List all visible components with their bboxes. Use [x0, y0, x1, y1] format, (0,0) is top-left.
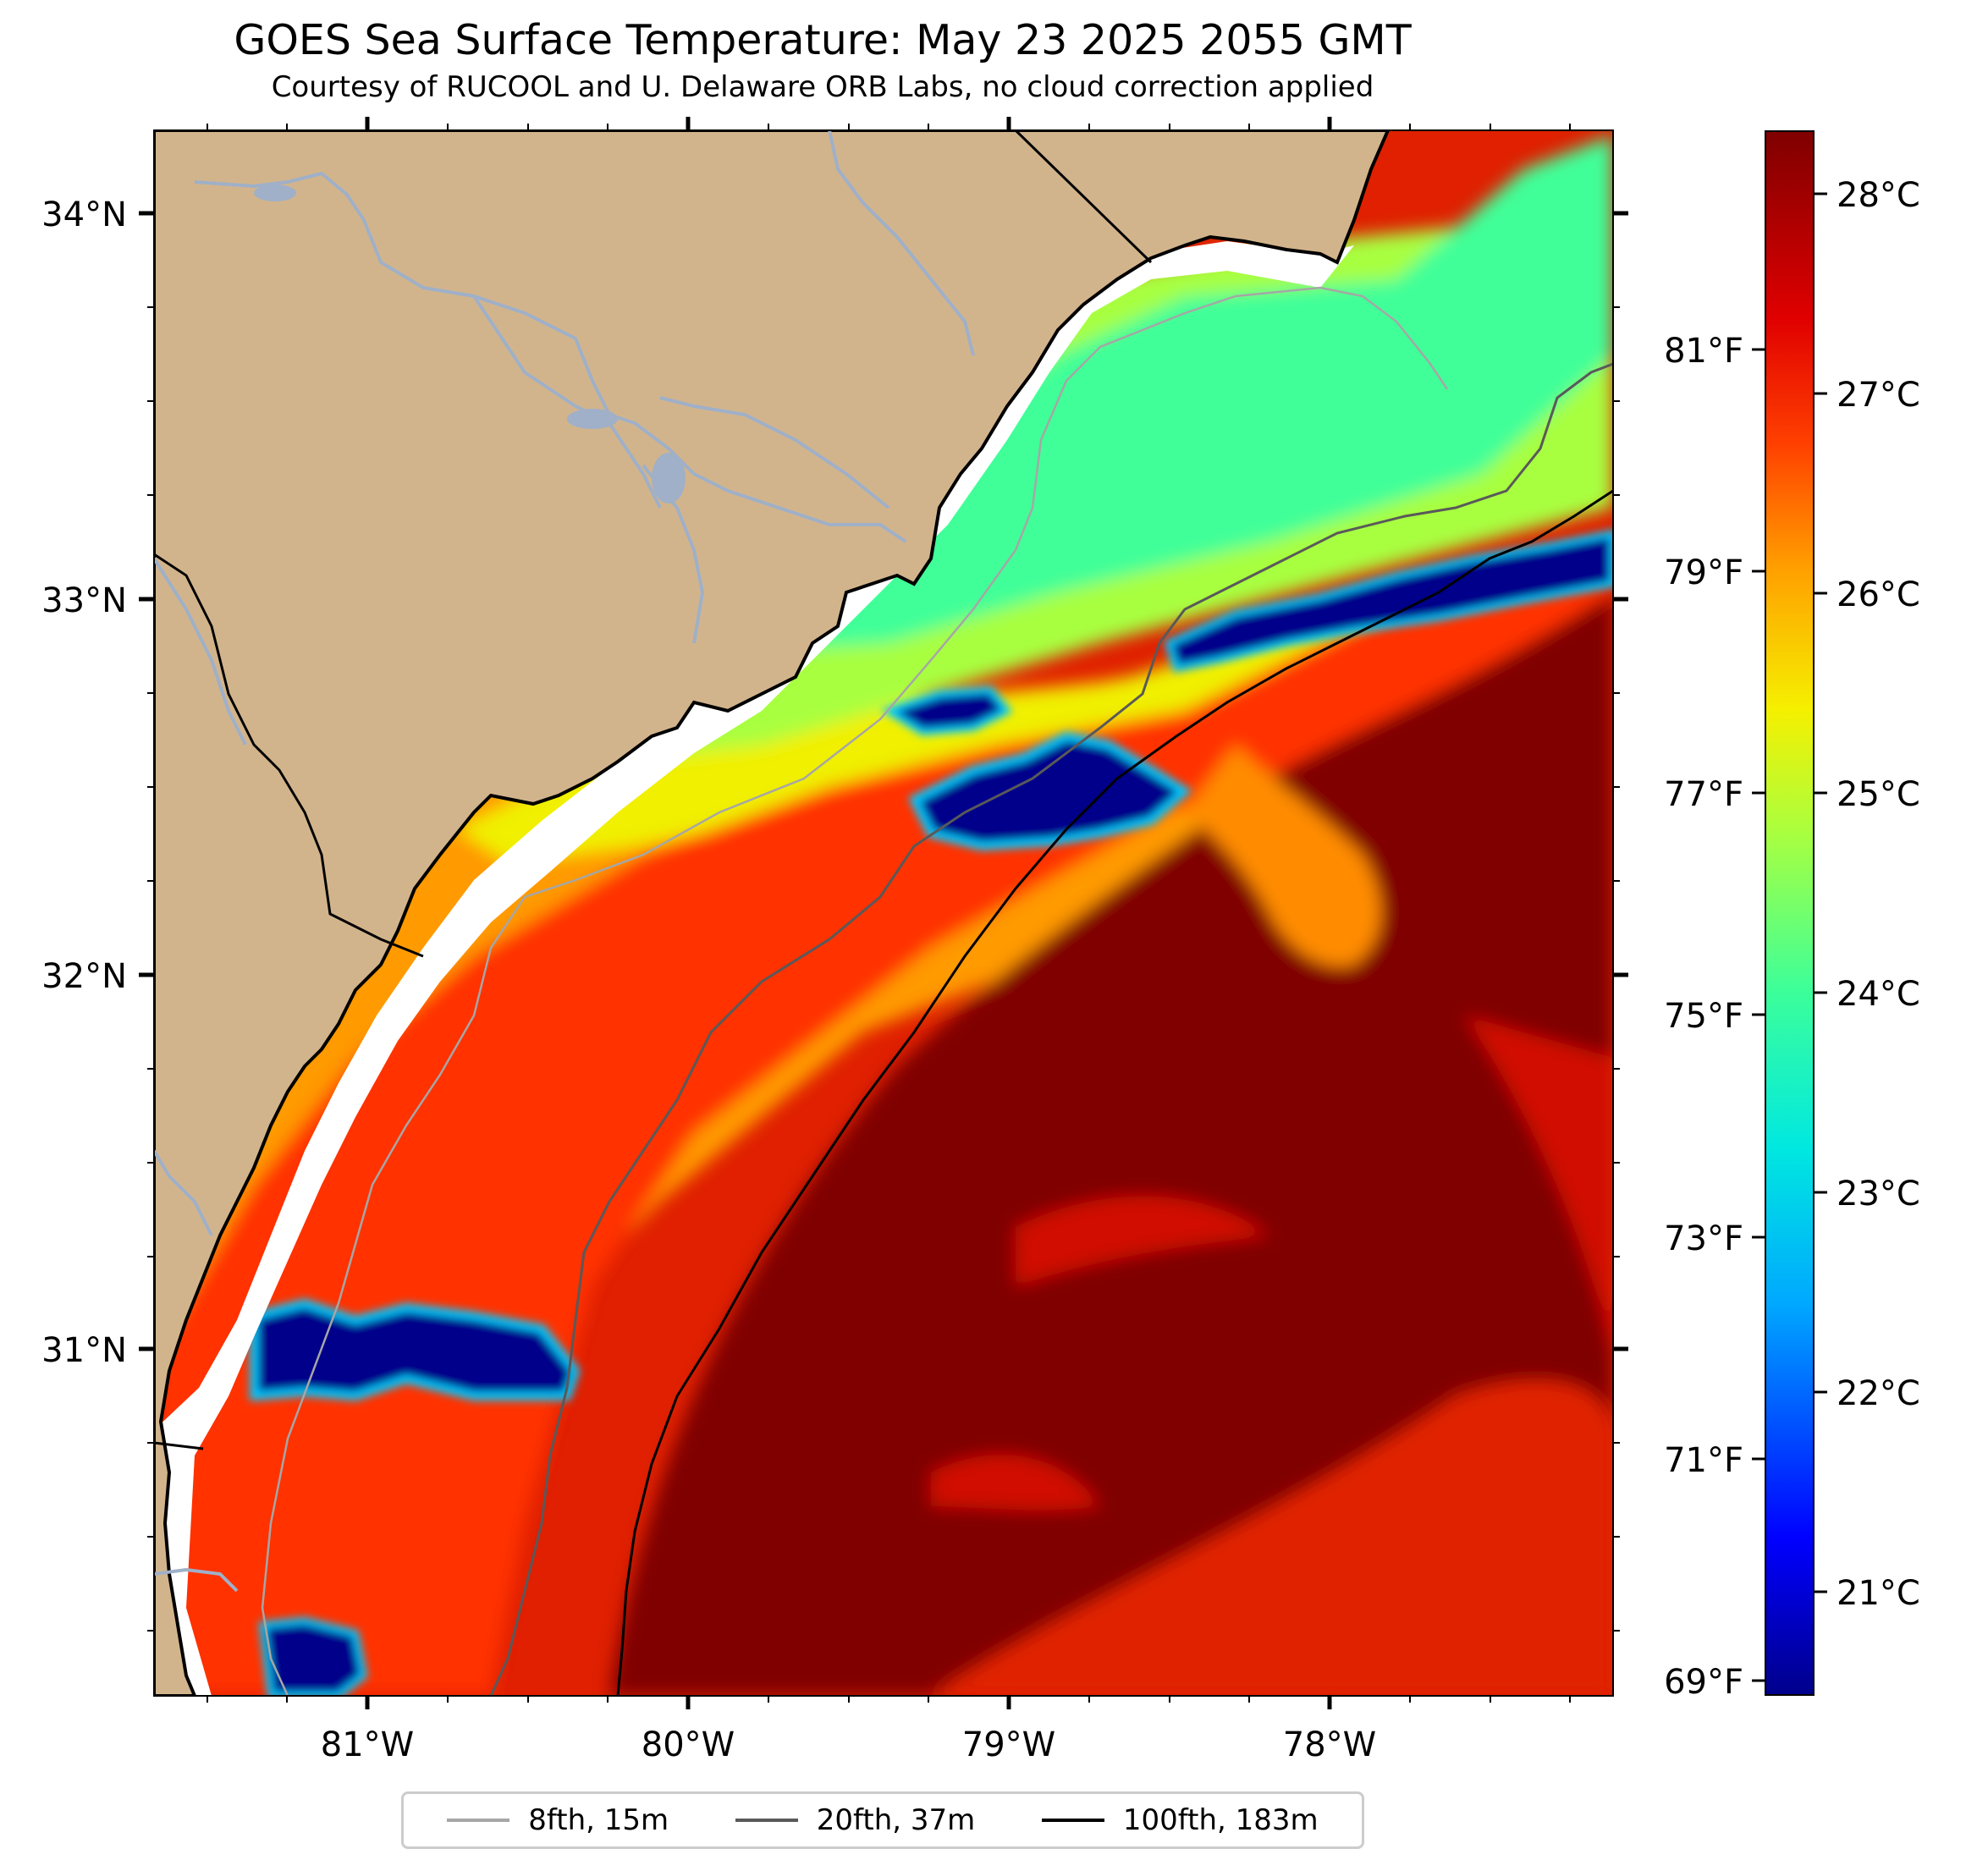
- lake-north: [254, 184, 296, 201]
- warm-filament: [1185, 745, 1381, 966]
- colorbar: [1765, 130, 1815, 1696]
- rivers: [154, 130, 975, 1593]
- celsius-label-26: 26°C: [1837, 575, 1920, 614]
- celsius-ticks: [1814, 192, 1827, 1593]
- lat-label-31n: 31°N: [41, 1331, 127, 1370]
- celsius-label-21: 21°C: [1837, 1574, 1920, 1613]
- fahrenheit-label-71: 71°F: [1664, 1441, 1743, 1480]
- cloud-mask-32-7n: [880, 685, 1013, 736]
- border-sc-ga: [154, 553, 424, 958]
- legend-swatch-20fth: [735, 1819, 798, 1822]
- border-ga-fl: [154, 1441, 204, 1450]
- core-southeast: [931, 1380, 1613, 1696]
- celsius-label-24: 24°C: [1837, 975, 1920, 1014]
- land: [154, 130, 1390, 1696]
- lake-moultrie: [567, 409, 618, 429]
- isobath-8fth: [261, 286, 1449, 1696]
- celsius-label-27: 27°C: [1837, 376, 1920, 415]
- lat-ticks: [139, 211, 1628, 1632]
- legend-label-20fth: 20fth, 37m: [816, 1803, 976, 1837]
- legend-swatch-8fth: [447, 1819, 510, 1822]
- state-borders: [154, 130, 1153, 1450]
- river-6: [154, 1149, 213, 1236]
- cloud-mask-south: [258, 1616, 368, 1696]
- core-streak-1: [1016, 1196, 1269, 1286]
- cloud-mask-33n: [1164, 529, 1613, 673]
- lon-label-81w: 81°W: [321, 1725, 414, 1764]
- cloud-mask-32-5n: [908, 731, 1192, 851]
- map-panel[interactable]: [154, 130, 1613, 1696]
- lon-ticks: [207, 117, 1571, 1709]
- inshore-cyan-band: [762, 135, 1613, 652]
- celsius-label-22: 22°C: [1837, 1374, 1920, 1413]
- lat-label-33n: 33°N: [41, 581, 127, 620]
- river-7: [154, 1567, 239, 1593]
- celsius-label-25: 25°C: [1837, 775, 1920, 814]
- border-nc-sc: [1014, 130, 1153, 264]
- fahrenheit-label-73: 73°F: [1664, 1219, 1743, 1258]
- river-8: [154, 557, 247, 746]
- fahrenheit-ticks: [1752, 348, 1765, 1682]
- fahrenheit-label-75: 75°F: [1664, 997, 1743, 1036]
- cloud-mask-31n: [250, 1298, 581, 1401]
- map-frame: [153, 129, 1614, 1697]
- lat-label-34n: 34°N: [41, 195, 127, 234]
- shelf-break-red: [154, 542, 1613, 1696]
- legend-label-8fth: 8fth, 15m: [528, 1803, 669, 1837]
- isobath-legend: 8fth, 15m 20fth, 37m 100fth, 183m: [401, 1791, 1364, 1849]
- lon-label-79w: 79°W: [962, 1725, 1055, 1764]
- fahrenheit-label-79: 79°F: [1664, 553, 1743, 592]
- lake-marion: [652, 453, 686, 504]
- river-3: [659, 396, 890, 509]
- legend-swatch-100fth: [1041, 1819, 1104, 1822]
- map-subtitle: Courtesy of RUCOOL and U. Delaware ORB L…: [271, 70, 1374, 104]
- lat-label-32n: 32°N: [41, 957, 127, 996]
- fahrenheit-label-69: 69°F: [1664, 1663, 1743, 1702]
- legend-label-100fth: 100fth, 183m: [1122, 1803, 1319, 1837]
- river-4: [828, 130, 975, 356]
- fahrenheit-label-81: 81°F: [1664, 332, 1743, 371]
- isobaths: [261, 286, 1613, 1696]
- fahrenheit-label-77: 77°F: [1664, 775, 1743, 814]
- lon-label-78w: 78°W: [1283, 1725, 1376, 1764]
- legend-item-20fth: 20fth, 37m: [735, 1803, 976, 1837]
- lon-label-80w: 80°W: [642, 1725, 735, 1764]
- isobath-100fth: [616, 489, 1613, 1696]
- celsius-label-28: 28°C: [1837, 176, 1920, 215]
- map-title: GOES Sea Surface Temperature: May 23 202…: [234, 16, 1412, 64]
- core-streak-2: [1464, 1015, 1613, 1354]
- legend-item-100fth: 100fth, 183m: [1041, 1803, 1319, 1837]
- core-streak-3: [931, 1455, 1100, 1511]
- legend-item-8fth: 8fth, 15m: [447, 1803, 669, 1837]
- isobath-20fth: [489, 362, 1613, 1696]
- celsius-label-23: 23°C: [1837, 1175, 1920, 1213]
- cloud-masks: [250, 529, 1613, 1696]
- river-1: [194, 171, 907, 543]
